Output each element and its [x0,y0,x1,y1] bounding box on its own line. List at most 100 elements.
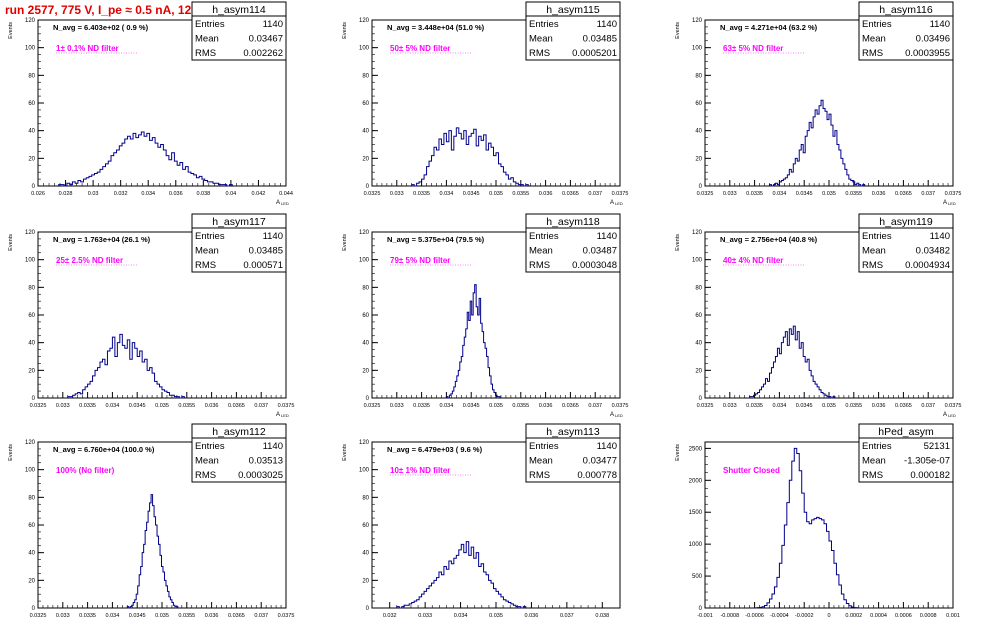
x-tick-label: 0.04 [226,191,237,197]
x-tick-label: 0.033 [390,191,404,197]
filter-annotation: 79± 5% ND filter [390,256,450,265]
histogram-name: h_asym113 [546,426,600,438]
stats-value-mean: 0.03467 [249,34,283,45]
x-tick-label: 0.0375 [612,191,629,197]
filter-annotation: 100% (No filter) [56,466,115,475]
stats-label-rms: RMS [195,470,216,481]
stats-label-mean: Mean [195,456,219,467]
histogram-panel-h_asym115: 0 20 40 60 80 100 120 0.0325 0.033 0.0335 0.034 0.0… [342,1,629,206]
x-tick-label: 0.0345 [796,403,813,409]
x-tick-label: 0.034 [773,403,787,409]
x-axis-title: A [943,412,947,418]
x-tick-label: 0.036 [872,191,886,197]
y-tick-label: 40 [28,129,35,135]
x-tick-label: 0.036 [525,613,539,619]
x-tick-label: 0.037 [921,191,935,197]
stats-label-mean: Mean [529,246,553,257]
stats-value-entries: 1140 [597,19,617,30]
x-tick-label: 0.0325 [697,191,714,197]
x-tick-label: 0.036 [539,403,553,409]
stats-value-entries: 1140 [930,19,950,30]
histogram-name: h_asym116 [879,4,933,16]
histogram-series-h_asym118 [445,284,501,399]
stats-value-mean: 0.03496 [916,34,950,45]
histogram-panel-h_asym119: 0 20 40 60 80 100 120 0.0325 0.033 0.0335 0.034 0.0… [675,213,961,418]
navg-label: N_avg = 3.448e+04 (51.0 %) [387,23,485,32]
x-axis-title-subscript: LED [615,201,623,206]
y-tick-label: 80 [695,73,702,79]
histogram-name: h_asym119 [879,216,933,228]
x-tick-label: 0.0355 [845,403,862,409]
stats-box [858,1,954,61]
x-tick-label: 0.036 [539,191,553,197]
stats-value-entries: 1140 [263,19,283,30]
x-tick-label: 0.036 [872,403,886,409]
histogram-series-h_asym119 [749,325,836,399]
y-tick-label: 80 [28,285,35,291]
stats-value-rms: 0.0005201 [572,48,617,59]
y-tick-label: 80 [362,495,369,501]
y-tick-label: 100 [25,258,36,264]
stats-label-rms: RMS [195,48,216,59]
x-tick-label: 0 [827,613,830,619]
x-tick-label: 0.0375 [612,403,629,409]
stats-label-rms: RMS [862,470,883,481]
y-tick-label: 0 [32,396,36,402]
x-tick-label: 0.0325 [364,191,381,197]
y-tick-label: 120 [359,440,370,446]
stats-value-mean: 0.03513 [249,456,283,467]
x-tick-label: 0.0365 [895,191,912,197]
y-tick-label: 120 [359,18,370,24]
x-tick-label: 0.0365 [895,403,912,409]
y-tick-label: 0 [366,606,370,612]
x-tick-label: -0.0004 [770,613,789,619]
x-tick-label: 0.035 [155,403,169,409]
y-tick-label: 60 [695,101,702,107]
y-tick-label: 40 [695,129,702,135]
x-tick-label: 0.036 [205,613,219,619]
x-tick-label: 0.035 [155,613,169,619]
stats-label-entries: Entries [529,441,559,452]
stats-value-mean: 0.03487 [583,246,617,257]
y-tick-label: 40 [362,551,369,557]
x-tick-label: 0.0325 [697,403,714,409]
x-tick-label: 0.0345 [463,403,480,409]
stats-value-rms: 0.0003955 [905,48,950,59]
x-tick-label: 0.001 [946,613,960,619]
y-tick-label: 100 [692,46,703,52]
stats-label-entries: Entries [195,231,225,242]
x-tick-label: 0.034 [440,403,454,409]
x-tick-label: 0.03 [88,191,99,197]
y-tick-label: 20 [362,156,369,162]
histogram-name: h_asym115 [546,4,600,16]
x-tick-label: -0.0006 [745,613,764,619]
stats-label-rms: RMS [862,260,883,271]
y-tick-label: 60 [362,101,369,107]
histogram-name: h_asym114 [212,4,266,16]
y-tick-label: 80 [28,495,35,501]
stats-label-rms: RMS [529,48,550,59]
x-tick-label: -0.0002 [795,613,814,619]
y-tick-label: 120 [359,230,370,236]
stats-label-entries: Entries [529,19,559,30]
stats-value-mean: 0.03485 [249,246,283,257]
stats-value-rms: 0.000571 [243,260,283,271]
x-tick-label: 0.038 [196,191,210,197]
y-axis-title: Events [342,234,348,251]
y-tick-label: 100 [25,46,36,52]
stats-value-rms: 0.0004934 [905,260,950,271]
histogram-name: hPed_asym [878,426,934,438]
x-tick-label: 0.0355 [178,403,195,409]
stats-label-entries: Entries [862,441,892,452]
stats-box [191,423,287,483]
stats-label-rms: RMS [195,260,216,271]
x-tick-label: 0.035 [489,403,503,409]
filter-annotation: 50± 5% ND filter [390,44,450,53]
stats-box [858,213,954,273]
stats-value-rms: 0.000182 [910,470,950,481]
filter-annotation: Shutter Closed [723,466,780,475]
y-tick-label: 120 [692,18,703,24]
y-tick-label: 60 [362,523,369,529]
x-tick-label: 0.0375 [278,613,295,619]
stats-label-entries: Entries [862,19,892,30]
